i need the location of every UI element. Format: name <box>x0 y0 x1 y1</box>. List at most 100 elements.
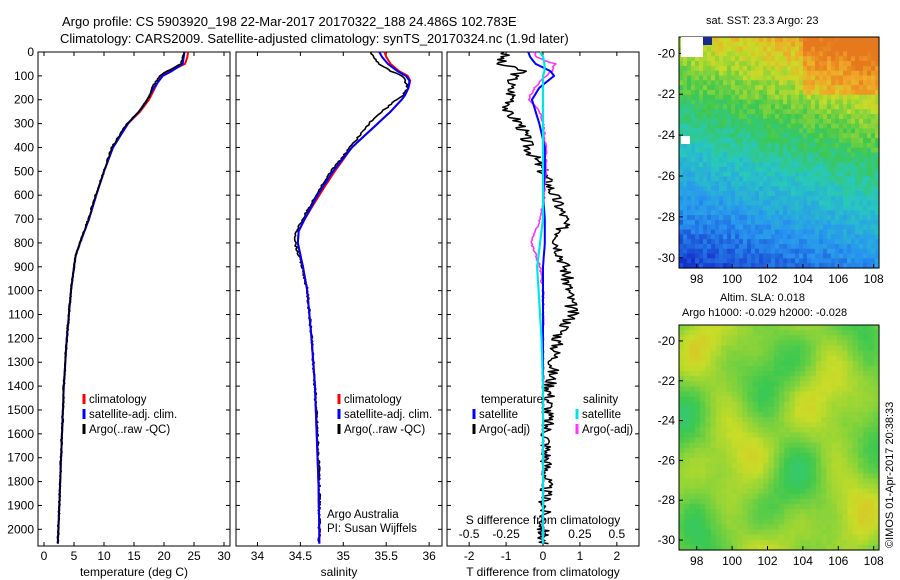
map-cell <box>726 365 733 372</box>
map-cell <box>752 483 759 490</box>
map-cell <box>863 205 868 211</box>
map-cell <box>803 65 808 72</box>
map-cell <box>800 381 806 387</box>
map-cell <box>768 350 775 357</box>
map-cell <box>743 205 748 211</box>
map-cell <box>851 104 856 110</box>
map-cell <box>747 544 754 551</box>
map-cell <box>691 243 696 250</box>
map-cell <box>800 534 806 541</box>
map-cell <box>835 138 840 144</box>
map-cell <box>855 56 860 62</box>
map-cell <box>700 488 706 495</box>
map-cell <box>815 401 822 408</box>
map-cell <box>775 80 780 86</box>
map-cell <box>763 89 768 96</box>
map-cell <box>736 371 743 377</box>
map-cell <box>871 234 876 240</box>
map-cell <box>847 191 852 197</box>
map-cell <box>831 376 838 382</box>
map-cell <box>775 166 780 173</box>
map-cell <box>852 391 859 398</box>
map-cell <box>831 94 836 101</box>
map-cell <box>827 114 832 120</box>
map-cell <box>695 258 700 264</box>
map-cell <box>715 524 722 531</box>
map-cell <box>779 99 784 105</box>
map-cell <box>787 248 792 255</box>
map-cell <box>705 371 712 377</box>
map-cell <box>827 89 832 96</box>
map-cell <box>763 381 770 387</box>
map-cell <box>815 166 820 173</box>
map-cell <box>707 46 712 53</box>
map-cell <box>787 37 792 43</box>
map-cell <box>784 519 791 526</box>
map-cell <box>803 171 808 178</box>
map-cell <box>703 123 708 130</box>
map-cell <box>707 65 712 72</box>
map-cell <box>855 186 860 192</box>
map-cell <box>783 138 788 144</box>
map-cell <box>863 51 868 57</box>
map-cell <box>779 56 784 62</box>
map-cell <box>695 186 700 192</box>
map-cell <box>721 422 727 428</box>
map-cell <box>871 186 876 192</box>
map-cell <box>815 234 820 240</box>
map-cell <box>831 157 836 163</box>
map-cell <box>736 442 743 449</box>
map-cell <box>715 253 720 259</box>
map-cell <box>691 191 696 197</box>
map-cell <box>868 447 875 454</box>
map-cell <box>815 229 820 235</box>
map-cell <box>868 488 875 495</box>
map-cell <box>699 210 704 216</box>
map-cell <box>679 56 684 62</box>
map-cell <box>707 157 712 163</box>
map-cell <box>863 371 870 377</box>
map-cell <box>779 75 784 81</box>
map-cell <box>800 350 806 357</box>
map-cell <box>689 335 696 341</box>
map-cell <box>695 80 700 86</box>
map-cell <box>683 200 688 207</box>
map-cell <box>763 138 768 144</box>
map-cell <box>847 365 854 372</box>
map-cell <box>847 243 852 250</box>
map-cell <box>836 493 843 500</box>
map-cell <box>726 350 733 357</box>
map-cell <box>835 195 840 202</box>
map-cell <box>715 123 720 130</box>
map-cell <box>831 345 838 352</box>
map-cell <box>710 365 717 372</box>
map-cell <box>847 355 854 362</box>
map-cell <box>684 519 691 526</box>
map-cell <box>755 109 760 115</box>
map-cell <box>705 386 712 393</box>
map-cell <box>731 345 738 352</box>
map-cell <box>731 215 736 221</box>
map-cell <box>843 224 848 231</box>
map-cell <box>768 483 775 490</box>
map-cell <box>703 109 708 115</box>
map-cell <box>751 99 756 105</box>
map-cell <box>684 360 691 367</box>
map-cell <box>795 263 800 269</box>
map-cell <box>787 133 792 139</box>
map-cell <box>726 376 733 382</box>
map-cell <box>779 89 784 96</box>
series-0 <box>296 51 412 544</box>
map-cell <box>827 200 832 207</box>
map-cell <box>742 391 749 398</box>
map-cell <box>821 529 827 536</box>
map-cell <box>800 406 806 413</box>
map-cell <box>721 427 727 433</box>
map-cell <box>836 391 843 398</box>
map-cell <box>739 85 744 91</box>
map-cell <box>815 94 820 101</box>
map-cell <box>847 157 852 163</box>
map-cell <box>768 447 775 454</box>
map-cell <box>836 340 843 347</box>
map-cell <box>721 411 727 418</box>
